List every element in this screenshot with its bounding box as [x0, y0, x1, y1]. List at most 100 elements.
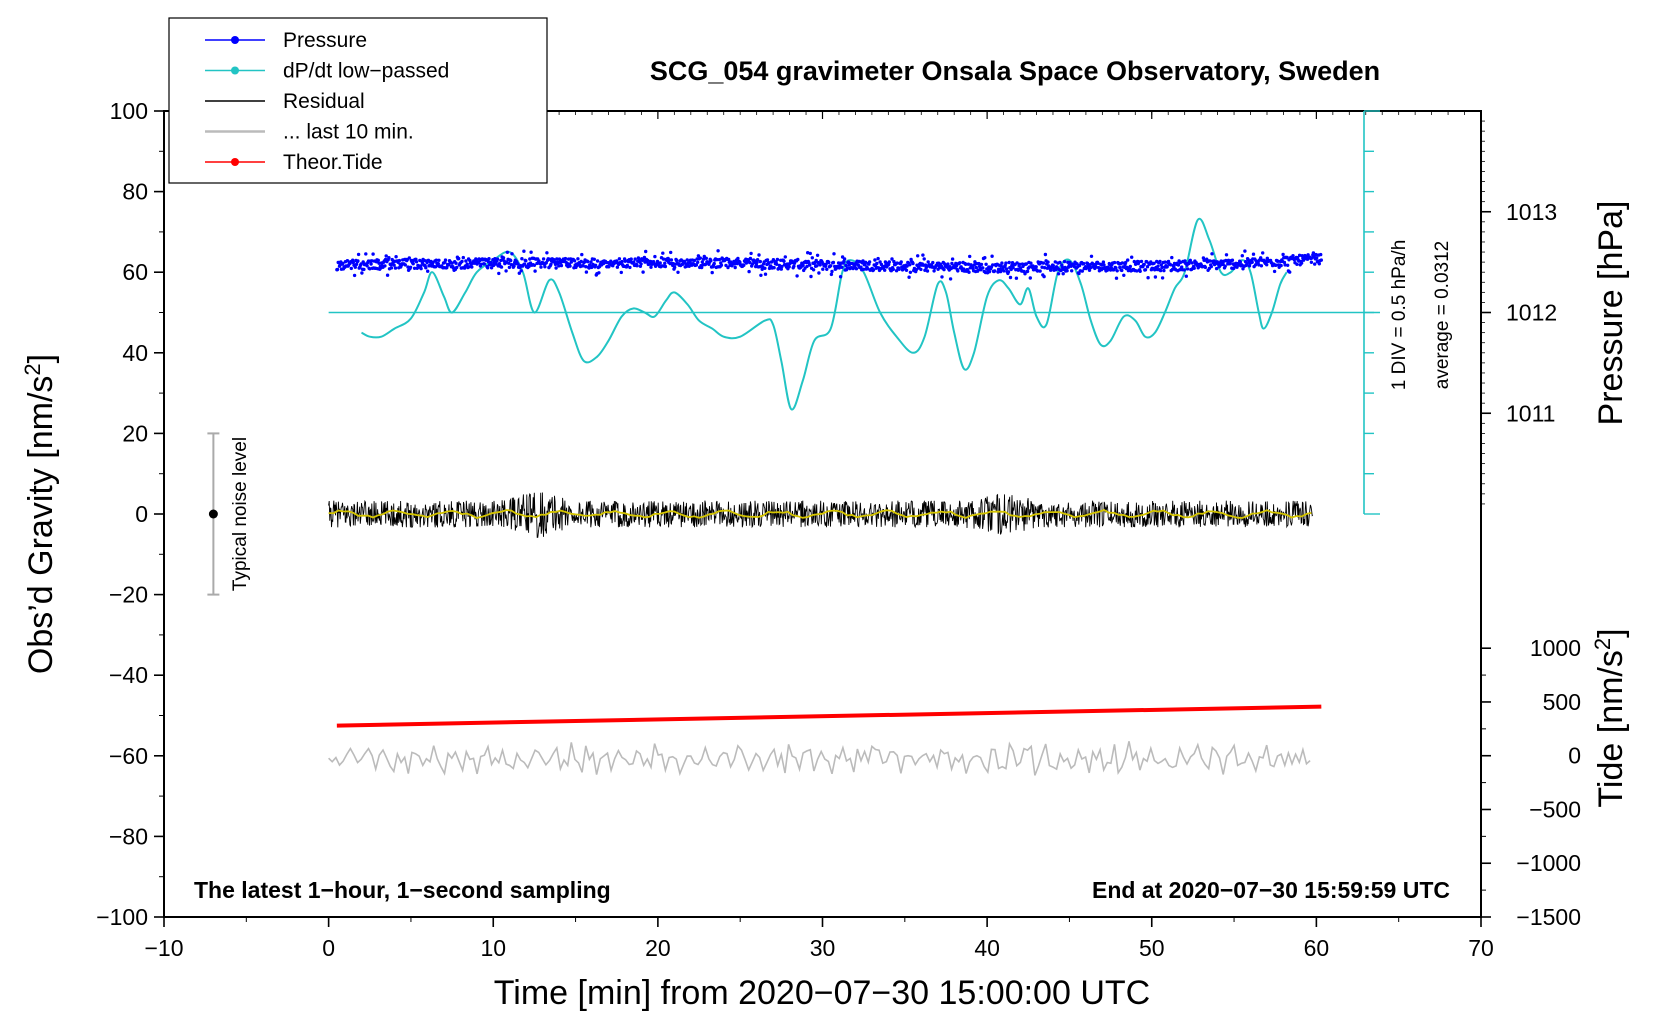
y-tick-label: 40: [122, 340, 148, 366]
pressure-dot: [712, 261, 716, 266]
pressure-dot: [767, 261, 771, 265]
pressure-dot: [1008, 275, 1013, 280]
pressure-dot: [1014, 276, 1019, 280]
pressure-dot: [696, 260, 700, 264]
y-axis-title-sup: 2: [20, 363, 45, 375]
pressure-tick-label: 1012: [1506, 300, 1557, 326]
pressure-dot: [365, 264, 369, 268]
pressure-dot: [615, 265, 620, 269]
y-tick-label: −80: [109, 823, 148, 849]
pressure-dot: [407, 256, 411, 260]
pressure-dot: [563, 256, 568, 261]
pressure-dot: [1000, 261, 1004, 265]
pressure-dot: [669, 258, 674, 262]
pressure-dot: [411, 262, 415, 266]
pressure-dot: [636, 256, 641, 260]
pressure-dot: [946, 262, 950, 266]
pressure-dot: [763, 266, 767, 270]
tide-tick-label: −1500: [1516, 904, 1581, 930]
pressure-dot: [832, 252, 836, 256]
pressure-dot: [1286, 263, 1290, 267]
legend-label: Pressure: [283, 29, 367, 52]
pressure-dot: [838, 275, 843, 279]
pressure-dot: [392, 263, 396, 267]
pressure-dot: [827, 260, 831, 265]
pressure-dot: [1297, 253, 1302, 257]
pressure-dot: [1309, 260, 1314, 264]
pressure-dot: [738, 260, 742, 264]
pressure-dot: [1042, 274, 1046, 279]
pressure-dot: [376, 258, 380, 262]
pressure-dot: [450, 261, 454, 265]
pressure-dot: [911, 261, 915, 266]
pressure-dot: [974, 265, 978, 270]
tide-axis-title-sup: 2: [1590, 638, 1615, 650]
y-tick-label: 100: [110, 98, 148, 124]
x-tick-label: 70: [1468, 935, 1494, 961]
pressure-dot: [524, 259, 528, 263]
pressure-dot: [455, 265, 459, 270]
pressure-dot: [891, 267, 895, 272]
pressure-dot: [673, 265, 677, 270]
pressure-dot: [495, 257, 500, 261]
x-axis-title: Time [min] from 2020−07−30 15:00:00 UTC: [494, 974, 1150, 1012]
legend-label: Residual: [283, 90, 365, 113]
pressure-dot: [541, 257, 546, 261]
pressure-dot: [1084, 266, 1088, 271]
pressure-dot: [1208, 259, 1212, 263]
dpdt-average-label: average = 0.0312: [1432, 241, 1453, 389]
pressure-dot: [532, 263, 537, 267]
pressure-dot: [964, 262, 968, 266]
pressure-dot: [509, 258, 513, 263]
pressure-dot: [507, 261, 511, 265]
legend-marker: [231, 66, 239, 75]
pressure-dot: [865, 267, 870, 271]
pressure-dot: [922, 257, 926, 261]
pressure-dot: [1096, 261, 1100, 265]
pressure-dot: [829, 272, 834, 277]
pressure-dot: [641, 270, 645, 274]
pressure-dot: [559, 263, 564, 268]
pressure-dot: [644, 249, 648, 254]
last-10-min-line: [328, 741, 1311, 777]
pressure-dot: [747, 269, 751, 274]
pressure-dot: [1124, 260, 1128, 265]
pressure-dot: [499, 265, 504, 269]
tide-axis-title-close: ]: [1592, 628, 1630, 637]
pressure-dot: [948, 277, 953, 281]
pressure-dot: [748, 256, 753, 261]
pressure-dot: [748, 260, 752, 265]
pressure-dot: [349, 266, 353, 271]
x-tick-label: 20: [645, 935, 671, 961]
pressure-dot: [719, 263, 724, 267]
pressure-dot: [1319, 258, 1324, 262]
pressure-dot: [1238, 260, 1243, 264]
pressure-dot: [1166, 259, 1171, 264]
pressure-dot: [942, 267, 946, 272]
pressure-dot: [899, 260, 903, 264]
pressure-dot: [1145, 265, 1150, 269]
pressure-dot: [1080, 269, 1085, 273]
noise-level-dot: [208, 509, 218, 519]
pressure-dot: [1128, 264, 1133, 269]
legend-marker: [231, 36, 239, 44]
pressure-dot: [1138, 269, 1142, 273]
pressure-dot: [1190, 261, 1194, 265]
pressure-dot: [661, 251, 665, 255]
pressure-dot: [831, 260, 836, 265]
pressure-dot: [733, 265, 737, 270]
pressure-dot: [625, 263, 629, 268]
pressure-dot: [966, 262, 971, 266]
pressure-dot: [385, 273, 390, 277]
pressure-dot: [1241, 267, 1245, 271]
pressure-dot: [1024, 262, 1029, 266]
pressure-dot: [736, 256, 740, 261]
pressure-dot: [377, 261, 381, 265]
pressure-dot: [840, 265, 844, 269]
pressure-dot: [808, 263, 812, 267]
pressure-dot: [908, 270, 913, 274]
pressure-dot: [1114, 276, 1119, 280]
pressure-dot: [862, 267, 866, 271]
pressure-dot: [863, 260, 868, 264]
pressure-dot: [1163, 260, 1167, 264]
